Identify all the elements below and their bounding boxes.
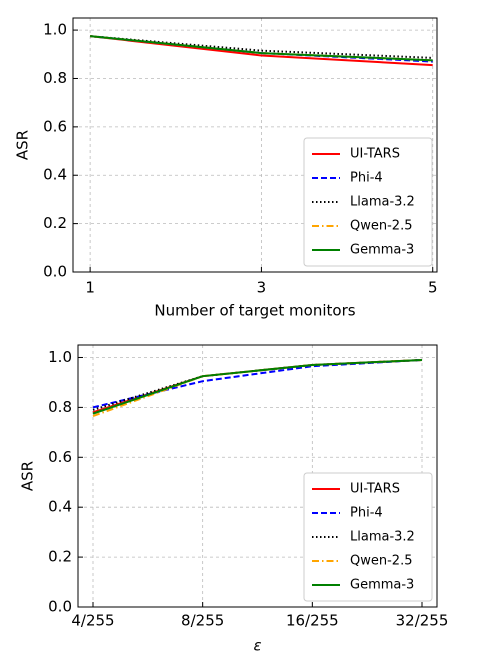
y-tick-label: 0.0 (48, 598, 72, 616)
x-tick-label: 4/255 (71, 612, 114, 630)
y-tick-label: 0.2 (48, 548, 72, 566)
x-tick-label: 1 (85, 279, 95, 297)
legend-label: Gemma-3 (350, 243, 414, 258)
legend-label: Phi-4 (350, 506, 383, 521)
legend-label: Phi-4 (350, 171, 383, 186)
series-line (92, 358, 423, 414)
y-tick-label: 0.2 (43, 214, 67, 232)
x-tick-label: 16/255 (286, 612, 339, 630)
y-tick-label: 0.8 (43, 69, 67, 87)
y-axis-label: ASR (14, 130, 32, 160)
plot-frame (72, 17, 438, 273)
legend-label: Llama-3.2 (350, 195, 415, 210)
legend-label: UI-TARS (350, 147, 400, 162)
series-line (92, 358, 423, 411)
y-tick-label: 1.0 (48, 348, 72, 366)
y-tick-label: 0.4 (43, 166, 67, 184)
x-axis-label: ε (253, 637, 261, 655)
legend-label: Qwen-2.5 (350, 554, 412, 569)
y-tick-label: 0.4 (48, 498, 72, 516)
y-tick-label: 1.0 (43, 21, 67, 39)
legend: UI-TARS Phi-4 Llama-3.2 Qwen-2.5 Gemma-3 (303, 472, 433, 602)
x-tick-label: 32/255 (396, 612, 449, 630)
y-tick-label: 0.6 (43, 117, 67, 135)
y-tick-label: 0.6 (48, 448, 72, 466)
series-line (92, 358, 423, 415)
x-axis-label: Number of target monitors (154, 302, 355, 320)
x-tick-label: 3 (257, 279, 267, 297)
x-tick-label: 5 (428, 279, 438, 297)
plot-frame (77, 344, 438, 608)
series-line (92, 358, 423, 409)
legend-label: Gemma-3 (350, 578, 414, 593)
y-tick-label: 0.8 (48, 398, 72, 416)
x-tick-label: 8/255 (181, 612, 224, 630)
legend-label: Qwen-2.5 (350, 219, 412, 234)
legend: UI-TARS Phi-4 Llama-3.2 Qwen-2.5 Gemma-3 (303, 137, 433, 267)
series-line (90, 35, 433, 62)
legend-box (303, 137, 433, 267)
legend-box (303, 472, 433, 602)
y-axis-label: ASR (19, 461, 37, 491)
legend-label: Llama-3.2 (350, 530, 415, 545)
legend-label: UI-TARS (350, 482, 400, 497)
y-tick-label: 0.0 (43, 263, 67, 281)
